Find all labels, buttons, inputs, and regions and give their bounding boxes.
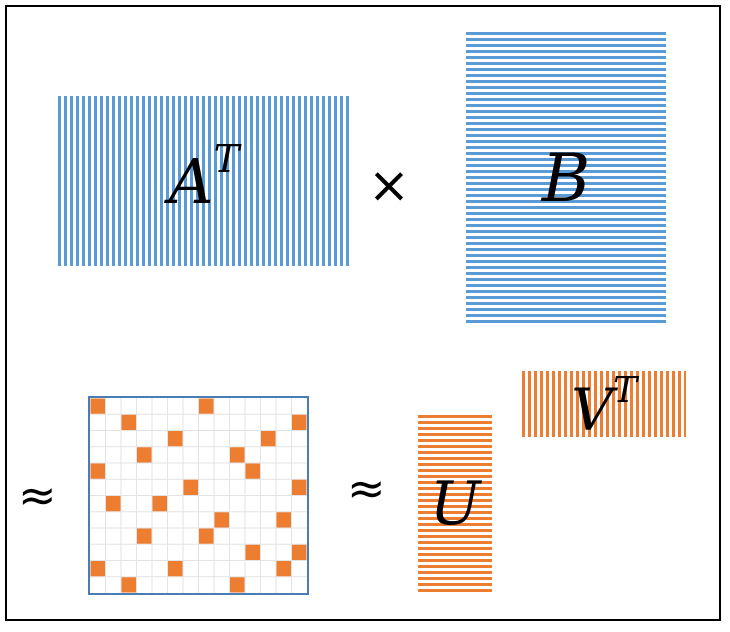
- approx-operator-middle: ≈: [347, 461, 386, 515]
- sparse-matrix-grid: [90, 398, 307, 593]
- sparse-cell-filled: [121, 577, 136, 593]
- sparse-cell-filled: [230, 447, 245, 463]
- matrix-b: B: [466, 32, 666, 324]
- label-a: A: [168, 144, 214, 218]
- times-operator: ×: [368, 156, 410, 214]
- label-b: B: [541, 139, 591, 217]
- sparse-cell-filled: [230, 577, 245, 593]
- label-u: U: [429, 469, 481, 539]
- sparse-cell-filled: [137, 528, 152, 544]
- sparse-cell-filled: [106, 496, 121, 512]
- sparse-cell-filled: [183, 479, 198, 495]
- sparse-cell-filled: [199, 528, 214, 544]
- approx-operator-left: ≈: [18, 468, 57, 522]
- sparse-cell-filled: [90, 463, 105, 479]
- sparse-cell-filled: [276, 512, 291, 528]
- sparse-cell-filled: [245, 544, 260, 560]
- sparse-cell-filled: [121, 414, 136, 430]
- matrix-b-label: B: [466, 32, 666, 324]
- sparse-matrix: [88, 396, 309, 595]
- diagram-frame: [5, 5, 721, 621]
- matrix-u: U: [418, 415, 492, 593]
- sparse-cell-filled: [292, 544, 307, 560]
- label-v: V: [571, 376, 613, 444]
- sparse-cell-filled: [245, 463, 260, 479]
- sparse-cell-filled: [199, 398, 214, 414]
- label-a-sup: T: [213, 137, 240, 183]
- sparse-cell-filled: [90, 398, 105, 414]
- sparse-cell-filled: [137, 447, 152, 463]
- sparse-cell-filled: [90, 561, 105, 577]
- sparse-cell-filled: [214, 512, 229, 528]
- matrix-u-label: U: [418, 415, 492, 593]
- sparse-cell-filled: [168, 431, 183, 447]
- sparse-cell-filled: [292, 479, 307, 495]
- sparse-cell-filled: [261, 431, 276, 447]
- label-v-sup: T: [612, 369, 637, 411]
- sparse-cell-filled: [152, 496, 167, 512]
- sparse-cell-filled: [292, 414, 307, 430]
- sparse-cell-filled: [276, 561, 291, 577]
- sparse-cell-filled: [168, 561, 183, 577]
